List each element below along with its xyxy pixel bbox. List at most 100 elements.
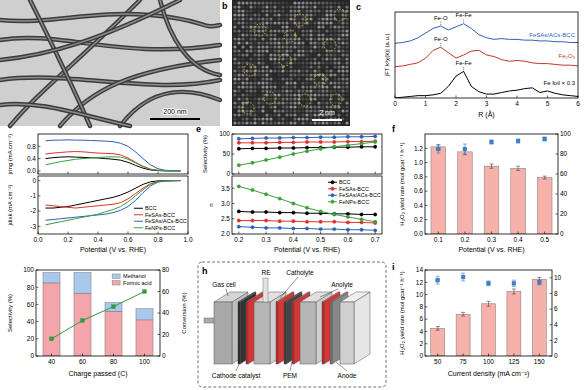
marker	[346, 135, 349, 138]
texture-dot	[233, 57, 236, 60]
marker	[512, 281, 516, 285]
y-tick-label: 20	[27, 335, 35, 342]
texture-dot	[245, 57, 248, 60]
y-tick	[425, 270, 428, 271]
texture-dot	[261, 17, 264, 20]
marker	[305, 146, 308, 149]
texture-dot	[277, 1, 280, 4]
texture-dot	[309, 17, 312, 20]
cluster-circle	[244, 64, 256, 76]
texture-dot	[345, 69, 348, 72]
plot-frame	[232, 134, 382, 174]
texture-dot	[245, 13, 248, 16]
texture-dot	[313, 105, 316, 108]
line	[239, 136, 375, 138]
texture-dot	[277, 25, 280, 28]
texture-dot	[265, 69, 268, 72]
texture-dot	[281, 17, 284, 20]
cluster-circle	[284, 30, 296, 42]
texture-dot	[245, 121, 248, 124]
component-label: Cathode catalyst	[212, 372, 261, 380]
x-tick	[38, 172, 39, 175]
texture-dot	[345, 37, 348, 40]
texture-dot	[281, 49, 284, 52]
texture-dot	[325, 101, 328, 104]
texture-dot	[249, 85, 252, 88]
texture-dot	[265, 85, 268, 88]
texture-dot	[289, 21, 292, 24]
texture-dot	[305, 29, 308, 32]
legend-swatch	[134, 227, 143, 228]
marker	[346, 140, 349, 143]
cluster-circle	[299, 94, 311, 106]
y2-tick	[556, 194, 559, 195]
marker	[264, 226, 267, 229]
texture-dot	[333, 61, 336, 64]
marker	[463, 147, 467, 151]
panel-label: f	[392, 124, 396, 134]
marker	[264, 210, 267, 213]
figure: 200 nm2 nmb0123456R (Å)|FT k³χ(k)| (a.u.…	[0, 0, 585, 390]
data-group	[43, 273, 153, 356]
y-tick-label: 0.4	[27, 155, 36, 162]
texture-dot	[253, 121, 256, 124]
y-tick	[425, 319, 428, 320]
texture-dot	[293, 85, 296, 88]
texture-dot	[317, 17, 320, 20]
texture-dot	[293, 25, 296, 28]
texture-dot	[301, 49, 304, 52]
texture-dot	[285, 69, 288, 72]
texture-dot	[265, 57, 268, 60]
texture-dot	[233, 65, 236, 68]
texture-dot	[309, 25, 312, 28]
texture-dot	[233, 13, 236, 16]
texture-dot	[337, 53, 340, 56]
texture-dot	[265, 41, 268, 44]
layer-front	[300, 302, 316, 364]
texture-dot	[309, 9, 312, 12]
texture-dot	[345, 109, 348, 112]
texture-dot	[273, 77, 276, 80]
legend-label: FeSAs/ACs-BCC	[145, 218, 187, 224]
x-tick	[128, 172, 129, 175]
texture-dot	[237, 53, 240, 56]
texture-dot	[337, 21, 340, 24]
marker	[516, 139, 520, 143]
texture-dot	[245, 5, 248, 8]
bar	[431, 328, 445, 356]
texture-dot	[341, 41, 344, 44]
panel-label: c	[356, 2, 361, 12]
texture-dot	[233, 41, 236, 44]
texture-dot	[345, 93, 348, 96]
texture-dot	[253, 41, 256, 44]
x-tick	[320, 232, 321, 235]
y2-tick-label: 60	[162, 288, 170, 295]
texture-dot	[261, 73, 264, 76]
texture-dot	[293, 109, 296, 112]
texture-dot	[305, 53, 308, 56]
texture-dot	[337, 1, 340, 4]
texture-dot	[345, 5, 348, 8]
y-tick	[232, 188, 235, 189]
layer-front	[238, 302, 240, 364]
marker	[360, 135, 363, 138]
texture-dot	[301, 29, 304, 32]
chart-panel: 0123456R (Å)|FT k³χ(k)| (a.u.)cFeSAs/ACs…	[356, 2, 580, 119]
marker	[319, 210, 322, 213]
marker	[292, 141, 295, 144]
texture-dot	[293, 41, 296, 44]
y-tick-label: 0.0	[27, 167, 36, 174]
texture-dot	[313, 17, 316, 20]
texture-dot	[261, 53, 264, 56]
texture-dot	[237, 93, 240, 96]
texture-dot	[277, 13, 280, 16]
texture-dot	[289, 117, 292, 120]
texture-dot	[321, 69, 324, 72]
texture-dot	[305, 81, 308, 84]
y2-tick-label: 0	[560, 230, 564, 237]
texture-dot	[341, 61, 344, 64]
texture-dot	[309, 105, 312, 108]
chart-panel: 050100Selectivity (%)e	[196, 124, 382, 177]
texture-dot	[241, 81, 244, 84]
texture-dot	[305, 77, 308, 80]
